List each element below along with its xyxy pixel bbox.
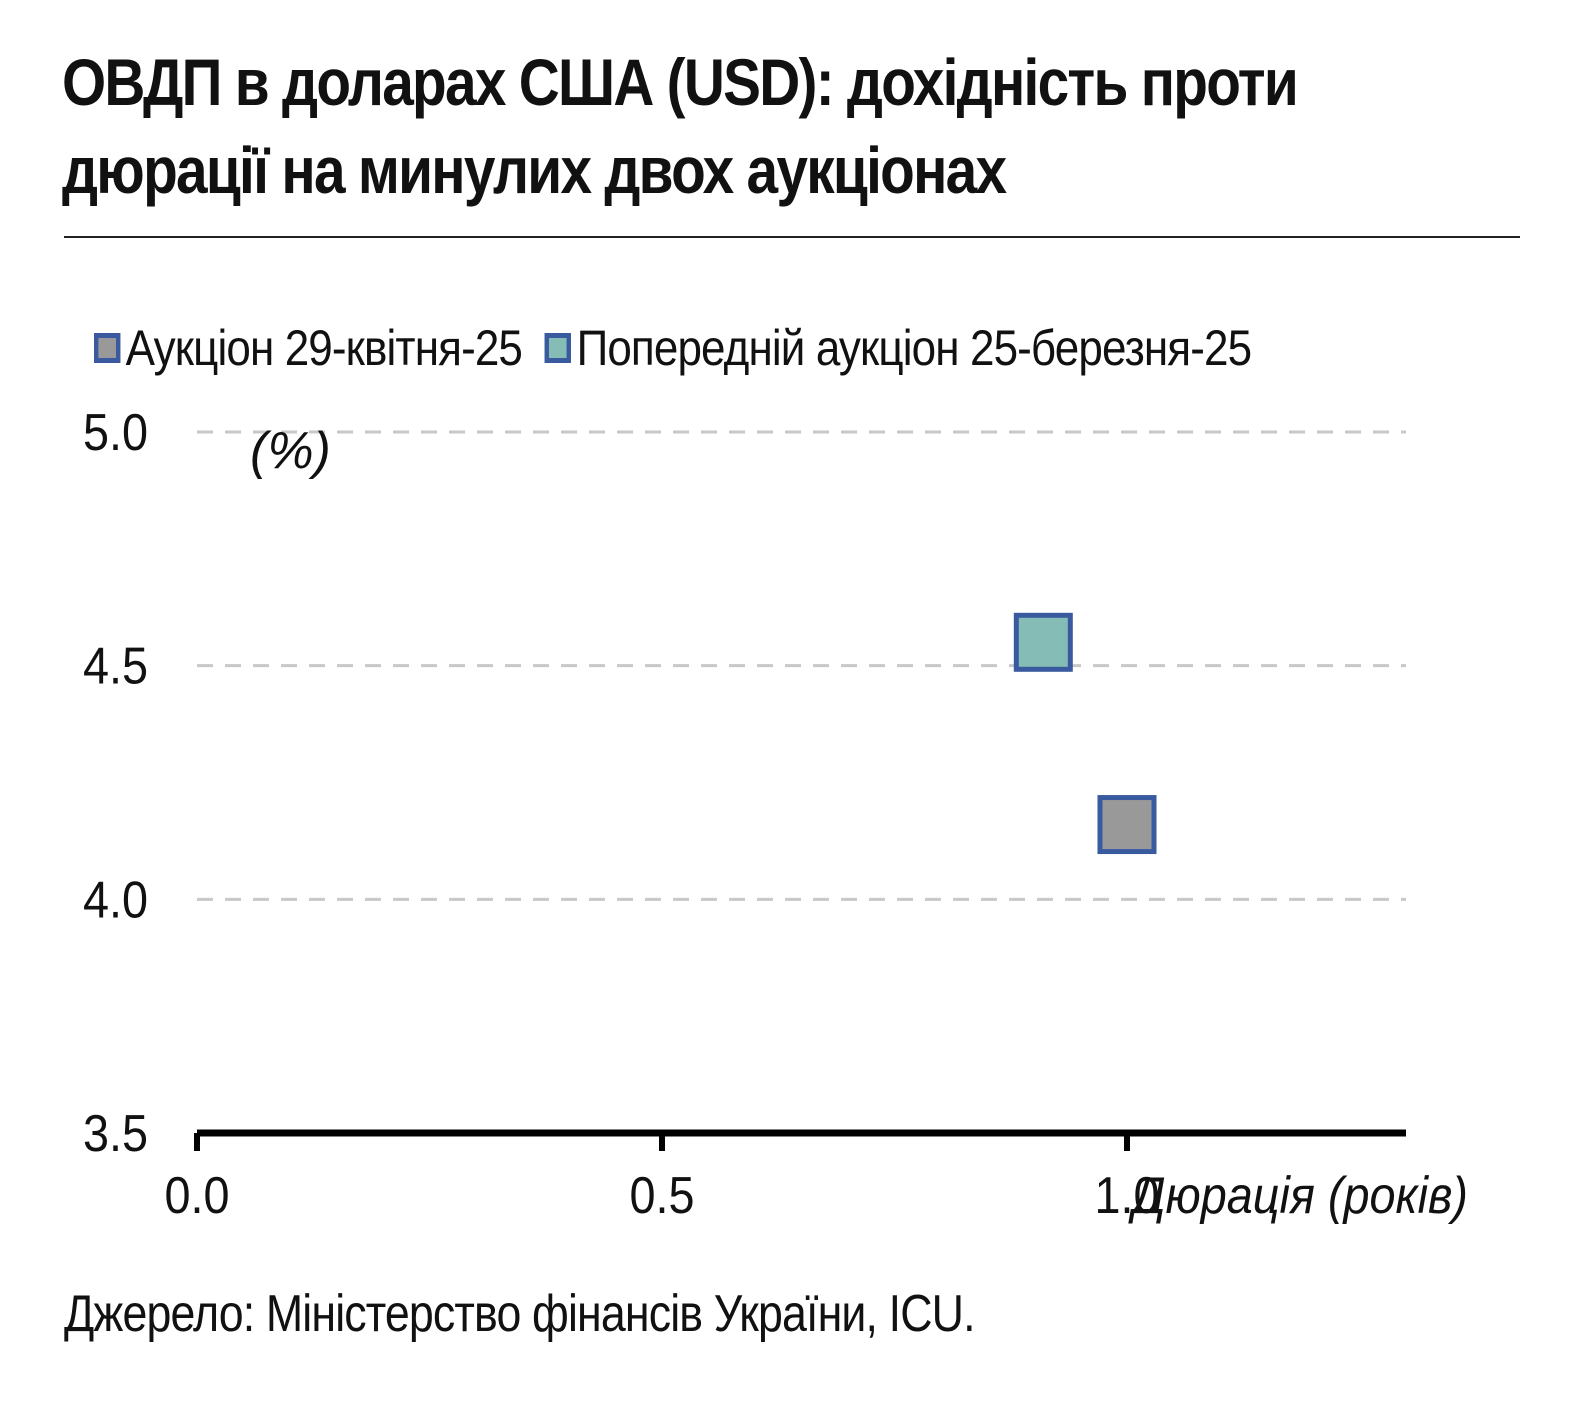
legend: Аукціон 29-квітня-25 Попередній аукціон … [94, 318, 1274, 378]
data-point-series-1 [1013, 612, 1073, 672]
legend-swatch-previous-auction [544, 333, 572, 363]
source-note: Джерело: Міністерство фінансів України, … [64, 1285, 976, 1343]
chart-title: ОВДП в доларах США (USD): дохідність про… [62, 45, 1299, 207]
y-tick-label: 5.0 [83, 404, 148, 462]
title-divider [64, 236, 1520, 238]
data-point-series-0 [1097, 795, 1157, 855]
y-axis-label: (%) [250, 422, 331, 480]
legend-label-previous-auction: Попередній аукціон 25-березня-25 [576, 320, 1252, 376]
x-tick-label: 0.5 [629, 1167, 694, 1225]
legend-swatch-current-auction [94, 333, 121, 363]
legend-label-current-auction: Аукціон 29-квітня-25 [125, 320, 523, 376]
y-tick-label: 4.0 [83, 871, 148, 929]
x-axis-label: Дюрація (років) [1128, 1167, 1468, 1225]
y-tick-label: 3.5 [83, 1105, 148, 1163]
legend-item-previous-auction: Попередній аукціон 25-березня-25 [544, 319, 1252, 377]
legend-item-current-auction: Аукціон 29-квітня-25 [94, 319, 523, 377]
x-tick-label: 1.0 [1094, 1167, 1159, 1225]
y-tick-label: 4.5 [83, 637, 148, 695]
x-tick-label: 0.0 [164, 1167, 229, 1225]
